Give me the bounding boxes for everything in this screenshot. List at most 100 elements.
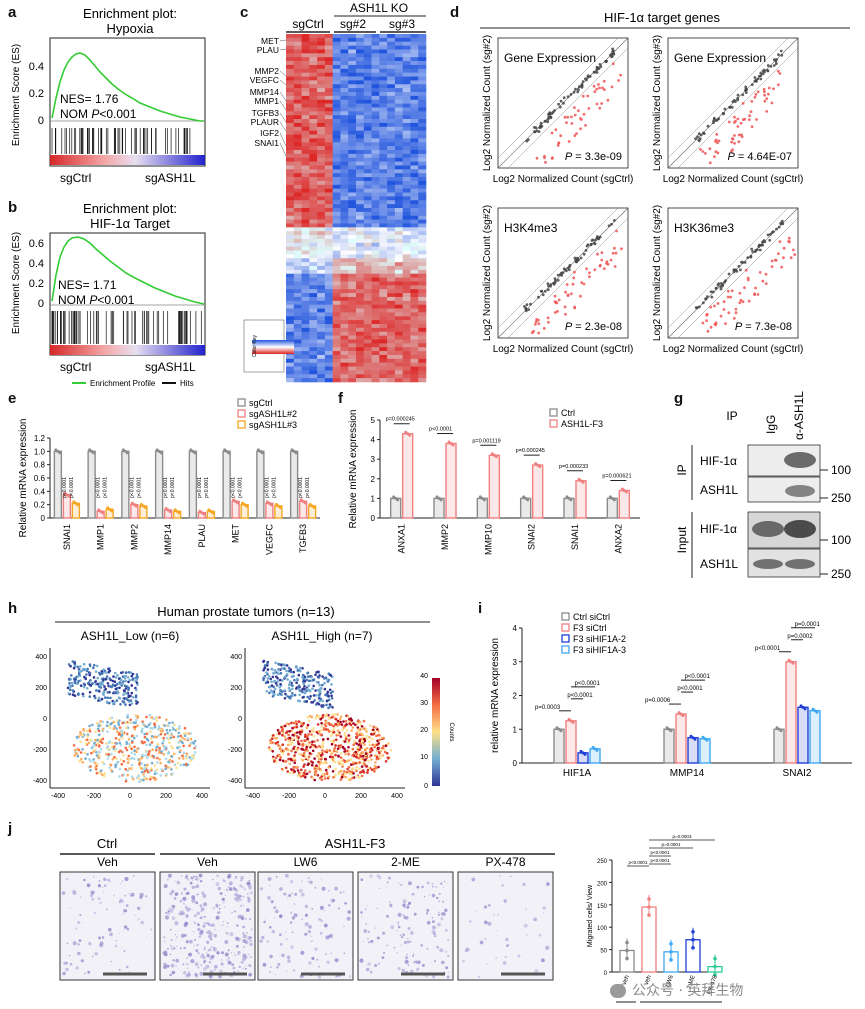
- scatter-point: [715, 287, 718, 290]
- heatmap-cell: [356, 355, 364, 359]
- heatmap-cell: [333, 84, 341, 88]
- tsne-point: [322, 714, 325, 717]
- tsne-point: [329, 689, 332, 692]
- tsne-xtick: -200: [282, 793, 296, 800]
- heatmap-cell: [302, 142, 310, 146]
- heatmap-cell: [286, 38, 294, 42]
- j-cell: [125, 877, 129, 881]
- tsne-point: [309, 752, 312, 755]
- heatmap-cell: [317, 65, 325, 69]
- heatmap-cell: [379, 200, 387, 204]
- heatmap-cell: [348, 185, 356, 189]
- heatmap-cell: [379, 278, 387, 282]
- bar-xlabel: ANXA1: [397, 524, 407, 554]
- tsne-point: [115, 737, 118, 740]
- heatmap-cell: [286, 278, 294, 282]
- j-cell: [240, 905, 243, 908]
- heatmap-cell: [403, 200, 411, 204]
- heatmap-cell: [309, 142, 317, 146]
- heatmap-cell: [395, 254, 403, 258]
- heatmap-cell: [325, 367, 333, 371]
- heatmap-cell: [333, 316, 341, 320]
- heatmap-cell: [302, 309, 310, 313]
- heatmap-cell: [340, 104, 348, 108]
- tsne-point: [345, 720, 348, 723]
- heatmap-cell: [302, 324, 310, 328]
- heatmap-cell: [372, 196, 380, 200]
- j-cell: [222, 924, 224, 926]
- tsne-point: [369, 744, 372, 747]
- heatmap-cell: [325, 142, 333, 146]
- heatmap-cell: [372, 370, 380, 374]
- tsne-point: [274, 680, 277, 683]
- heatmap-cell: [364, 65, 372, 69]
- tsne-point: [300, 775, 303, 778]
- heatmap-cell: [395, 281, 403, 285]
- j-cell: [193, 875, 196, 878]
- heatmap-cell: [356, 262, 364, 266]
- heatmap-cell: [372, 243, 380, 247]
- heatmap-cell: [395, 57, 403, 61]
- heatmap-cell: [379, 181, 387, 185]
- heatmap-cell: [309, 247, 317, 251]
- tsne-point: [89, 663, 92, 666]
- tsne-point: [304, 739, 307, 742]
- heatmap-cell: [333, 92, 341, 96]
- tsne-point: [150, 737, 153, 740]
- scatter-point: [733, 121, 736, 124]
- bar-dot: [495, 455, 498, 458]
- j-cell: [249, 918, 251, 920]
- heatmap-gene-pointer: [280, 49, 286, 50]
- heatmap-cell: [294, 312, 302, 316]
- scatter-point: [754, 287, 757, 290]
- scatter-point: [587, 243, 590, 246]
- scatter-point: [764, 100, 767, 103]
- heatmap-cell: [364, 339, 372, 343]
- scatter-p-value: = 7.3e-08: [742, 321, 792, 333]
- blot-marker-4: 250: [831, 567, 851, 581]
- tsne-point: [145, 716, 148, 719]
- heatmap-cell: [348, 374, 356, 378]
- heatmap-cell: [317, 332, 325, 336]
- tsne-point: [98, 690, 101, 693]
- heatmap-cell: [364, 243, 372, 247]
- bar-ytick-label: 0.4: [34, 487, 46, 496]
- tsne-point: [83, 686, 86, 689]
- heatmap-cell: [356, 258, 364, 262]
- heatmap-cell: [395, 274, 403, 278]
- heatmap-cell: [387, 162, 395, 166]
- heatmap-cell: [294, 204, 302, 208]
- scatter-point: [596, 103, 599, 106]
- tsne-point: [98, 745, 101, 748]
- tsne-point: [293, 679, 296, 682]
- tsne-point: [79, 670, 82, 673]
- tsne-point: [335, 718, 338, 721]
- tsne-point: [298, 773, 301, 776]
- heatmap-cell: [387, 150, 395, 154]
- heatmap-cell: [294, 131, 302, 135]
- tsne-point: [317, 723, 320, 726]
- bar-pvalue: p<0.0001: [298, 477, 304, 498]
- heatmap-cell: [403, 100, 411, 104]
- heatmap-cell: [372, 239, 380, 243]
- heatmap-col-sg2: sg#2: [340, 17, 366, 31]
- heatmap-cell: [395, 135, 403, 139]
- heatmap-cell: [294, 88, 302, 92]
- heatmap-cell: [325, 196, 333, 200]
- bar-pvalue: p<0.0001: [271, 477, 277, 498]
- heatmap-cell: [340, 146, 348, 150]
- tsne-point: [154, 726, 157, 729]
- heatmap-cell: [348, 258, 356, 262]
- heatmap-cell: [325, 239, 333, 243]
- heatmap-cell: [395, 374, 403, 378]
- scatter-point: [586, 95, 589, 98]
- heatmap-cell: [325, 374, 333, 378]
- tsne-point: [158, 747, 161, 750]
- heatmap-cell: [286, 107, 294, 111]
- legend-profile-label: Enrichment Profile: [90, 379, 156, 388]
- scatter-point: [611, 86, 614, 89]
- heatmap-cell: [356, 96, 364, 100]
- heatmap-cell: [379, 169, 387, 173]
- heatmap-cell: [348, 193, 356, 197]
- panel-b: b Enrichment plot: HIF-1α Target Enrichm…: [0, 195, 230, 390]
